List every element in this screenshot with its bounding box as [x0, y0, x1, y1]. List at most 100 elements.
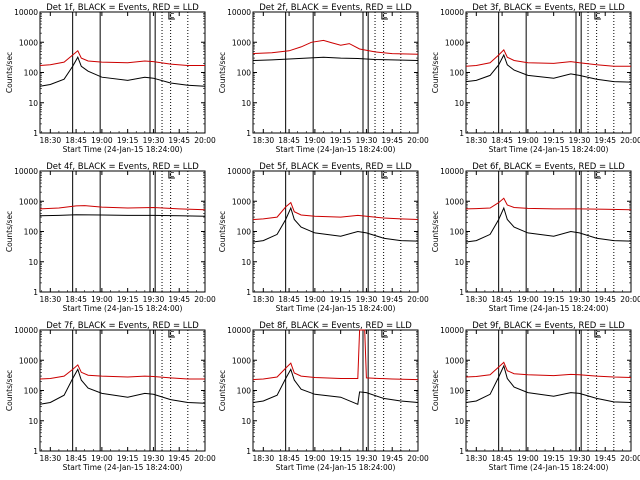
y-tick-label: 10: [28, 417, 38, 426]
x-tick-label: 19:00: [304, 454, 326, 463]
y-tick-label: 100: [24, 69, 39, 78]
detector-panel: Det 1f, BLACK = Events, RED = LLD 1 10 100 1…: [5, 3, 216, 154]
y-tick-label: 100: [450, 69, 465, 78]
y-tick-label: 10: [454, 99, 464, 108]
x-tick-label: 18:45: [491, 454, 513, 463]
flag-label: C: [169, 171, 174, 179]
x-tick-label: 19:45: [381, 295, 403, 304]
flag-marker: [168, 171, 175, 179]
y-tick-label: 100: [24, 228, 39, 237]
y-tick-label: 1: [246, 288, 251, 297]
flag-marker: [594, 171, 601, 179]
x-tick-label: 19:30: [143, 295, 165, 304]
detector-panel: Det 8f, BLACK = Events, RED = LLD 1 10 100 1…: [218, 321, 429, 472]
x-tick-label: 19:30: [143, 454, 165, 463]
series-line: [465, 53, 632, 83]
series-line: [252, 329, 419, 381]
x-tick-label: 20:00: [194, 454, 216, 463]
x-tick-label: 20:00: [620, 295, 640, 304]
x-tick-label: 18:30: [466, 136, 488, 145]
y-tick-label: 100: [237, 69, 252, 78]
x-tick-label: 19:00: [304, 295, 326, 304]
panel-title: Det 9f, BLACK = Events, RED = LLD: [472, 321, 625, 331]
x-tick-label: 19:00: [91, 136, 113, 145]
y-axis-label: Counts/sec: [5, 52, 14, 93]
x-tick-label: 18:45: [278, 454, 300, 463]
panel-title: Det 7f, BLACK = Events, RED = LLD: [46, 321, 199, 331]
flag-label: C: [382, 12, 387, 20]
x-axis-label: Start Time (24-Jan-15 18:24:00): [63, 463, 183, 472]
x-tick-label: 19:30: [569, 454, 591, 463]
y-tick-label: 10: [241, 417, 251, 426]
y-tick-label: 1000: [445, 38, 464, 47]
flag-label: C: [595, 171, 600, 179]
x-axis-label: Start Time (24-Jan-15 18:24:00): [489, 463, 609, 472]
x-tick-label: 19:15: [117, 454, 139, 463]
flag-label: C: [382, 171, 387, 179]
x-tick-label: 19:45: [381, 136, 403, 145]
y-axis-label: Counts/sec: [218, 211, 227, 252]
x-tick-label: 19:00: [304, 136, 326, 145]
series-line: [252, 201, 419, 220]
x-tick-label: 18:30: [40, 136, 62, 145]
flag-label: C: [595, 12, 600, 20]
x-tick-label: 19:00: [517, 295, 539, 304]
y-tick-label: 100: [24, 387, 39, 396]
x-tick-label: 20:00: [407, 454, 429, 463]
x-tick-label: 18:45: [65, 454, 87, 463]
y-tick-label: 1000: [445, 356, 464, 365]
x-tick-label: 19:30: [356, 454, 378, 463]
x-axis-label: Start Time (24-Jan-15 18:24:00): [489, 304, 609, 313]
panel-title: Det 1f, BLACK = Events, RED = LLD: [46, 3, 199, 13]
y-tick-label: 10000: [14, 326, 38, 335]
series-line: [39, 56, 206, 87]
x-tick-label: 18:45: [278, 136, 300, 145]
panel-title: Det 5f, BLACK = Events, RED = LLD: [259, 162, 412, 172]
y-tick-label: 10: [241, 258, 251, 267]
y-tick-label: 1: [33, 129, 38, 138]
x-tick-label: 18:30: [253, 295, 275, 304]
flag-marker: [381, 330, 388, 338]
y-tick-label: 10000: [440, 326, 464, 335]
y-tick-label: 1000: [19, 197, 38, 206]
x-tick-label: 18:30: [466, 454, 488, 463]
series-line: [465, 364, 632, 403]
y-tick-label: 1: [459, 447, 464, 456]
x-tick-label: 19:45: [381, 454, 403, 463]
series-line: [465, 49, 631, 67]
x-tick-label: 20:00: [620, 136, 640, 145]
flag-marker: [168, 330, 175, 338]
y-tick-label: 1000: [19, 356, 38, 365]
y-tick-label: 10000: [227, 167, 251, 176]
detector-panel: Det 9f, BLACK = Events, RED = LLD 1 10 100 1…: [431, 321, 640, 472]
x-tick-label: 19:45: [168, 136, 190, 145]
x-tick-label: 18:45: [278, 295, 300, 304]
x-tick-label: 18:30: [253, 454, 275, 463]
x-tick-label: 20:00: [407, 295, 429, 304]
panel-title: Det 3f, BLACK = Events, RED = LLD: [472, 3, 625, 13]
series-line: [39, 368, 206, 405]
flag-marker: [381, 171, 388, 179]
flag-label: C: [169, 12, 174, 20]
y-axis-label: Counts/sec: [5, 370, 14, 411]
x-axis-label: Start Time (24-Jan-15 18:24:00): [63, 145, 183, 154]
y-tick-label: 1000: [232, 38, 251, 47]
flag-marker: [381, 12, 388, 20]
y-axis-label: Counts/sec: [218, 52, 227, 93]
x-tick-label: 18:30: [40, 295, 62, 304]
x-tick-label: 19:15: [330, 136, 352, 145]
panel-title: Det 2f, BLACK = Events, RED = LLD: [259, 3, 412, 13]
x-tick-label: 18:45: [491, 295, 513, 304]
x-tick-label: 19:00: [91, 295, 113, 304]
panel-title: Det 6f, BLACK = Events, RED = LLD: [472, 162, 625, 172]
flag-label: C: [382, 330, 387, 338]
y-tick-label: 10000: [440, 8, 464, 17]
series-line: [252, 39, 419, 55]
detector-panel: Det 2f, BLACK = Events, RED = LLD 1 10 100 1…: [218, 3, 429, 154]
detector-panel: Det 5f, BLACK = Events, RED = LLD 1 10 100 1…: [218, 162, 429, 313]
x-tick-label: 19:30: [569, 295, 591, 304]
x-tick-label: 19:30: [356, 136, 378, 145]
x-tick-label: 19:45: [168, 454, 190, 463]
x-axis-label: Start Time (24-Jan-15 18:24:00): [63, 304, 183, 313]
